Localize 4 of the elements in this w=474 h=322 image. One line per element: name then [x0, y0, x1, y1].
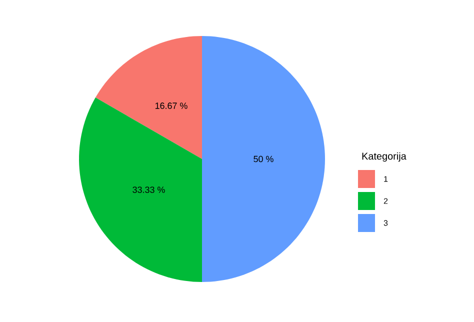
data-label: 33.33 % [132, 186, 165, 193]
data-label: 16.67 % [155, 102, 188, 109]
legend-title: Kategorija [362, 152, 406, 162]
data-label: 50 % [254, 156, 274, 162]
